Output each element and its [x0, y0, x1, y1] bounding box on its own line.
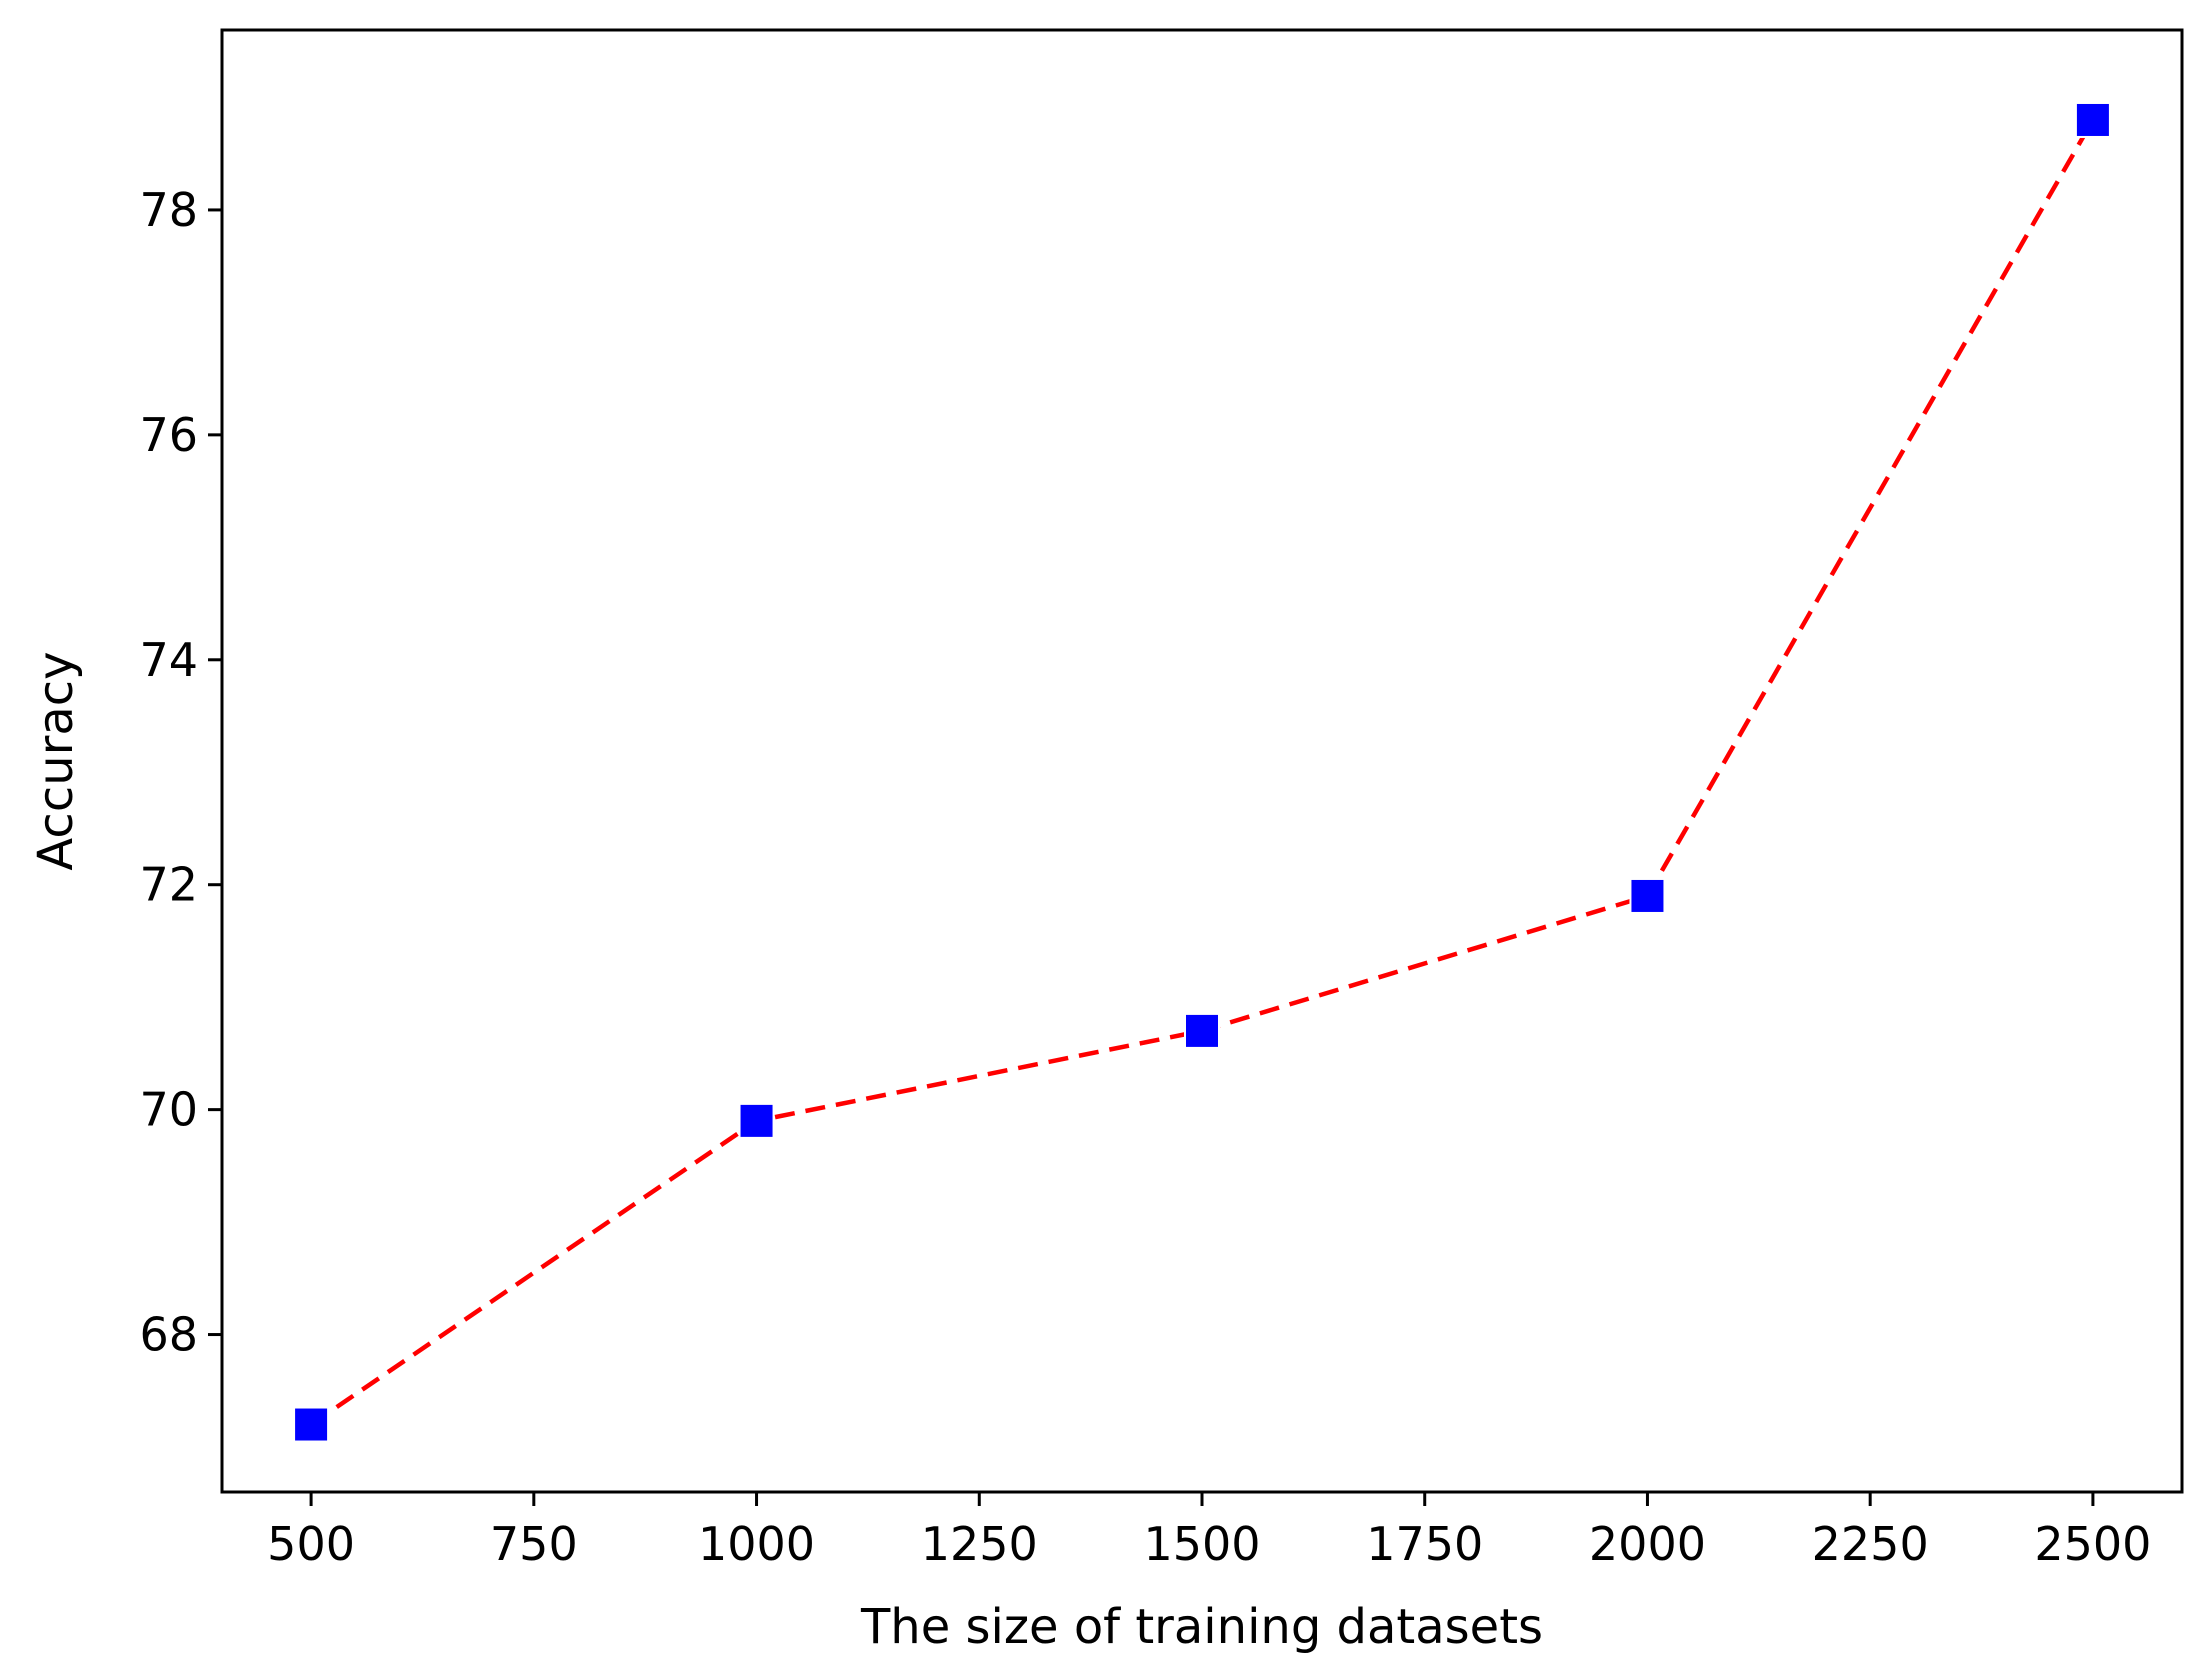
data-point: [293, 1406, 330, 1443]
series-layer: [293, 101, 2111, 1443]
x-tick-label: 2250: [1812, 1517, 1929, 1571]
x-tick-label: 2000: [1589, 1517, 1706, 1571]
x-tick-label: 750: [490, 1517, 578, 1571]
x-tick-label: 1750: [1366, 1517, 1483, 1571]
x-tick-label: 1500: [1143, 1517, 1260, 1571]
x-tick-label: 1250: [921, 1517, 1038, 1571]
x-axis-label: The size of training datasets: [860, 1599, 1543, 1655]
y-tick-label: 74: [139, 633, 198, 687]
data-point: [1184, 1012, 1220, 1049]
x-tick-label: 500: [267, 1517, 355, 1571]
y-axis-label: Accuracy: [28, 651, 84, 870]
y-tick-label: 70: [139, 1083, 198, 1137]
data-point: [2074, 101, 2111, 138]
y-axis-ticks: 68 70 72 74 76 78: [139, 183, 222, 1362]
data-point: [738, 1102, 775, 1139]
y-tick-label: 76: [139, 408, 198, 462]
y-tick-label: 78: [139, 183, 198, 237]
plot-frame: [220, 28, 2184, 1494]
x-axis-ticks: 500 750 1000 1250 1500 1750 2000 2250 2500: [267, 1492, 2151, 1571]
x-tick-label: 2500: [2034, 1517, 2151, 1571]
y-tick-label: 72: [139, 858, 198, 912]
y-tick-label: 68: [139, 1308, 198, 1362]
data-point: [1629, 877, 1666, 914]
x-tick-label: 1000: [698, 1517, 815, 1571]
